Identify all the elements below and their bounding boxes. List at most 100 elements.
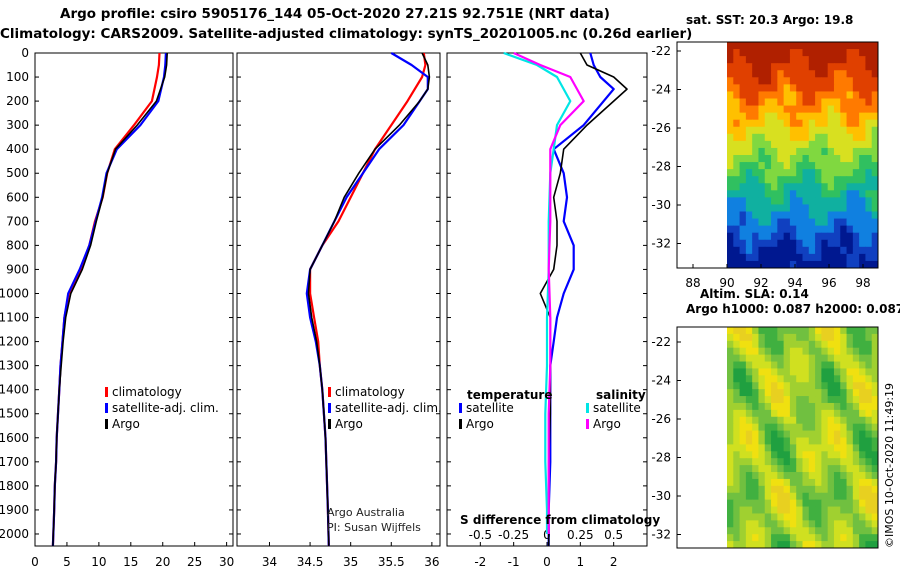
sla-map-cell — [758, 402, 766, 411]
sst-map-cell — [802, 225, 810, 234]
sst-map-cell — [859, 140, 866, 149]
sla-map-cell — [833, 416, 841, 425]
sla-map-cell — [859, 354, 866, 363]
depth-tick-label: 500 — [6, 166, 29, 180]
sla-map-cell — [789, 458, 797, 466]
sla-map-cell — [802, 451, 810, 459]
sst-map-cell — [833, 225, 841, 234]
sla-map-cell — [815, 478, 822, 487]
sla-map-cell — [789, 444, 797, 452]
sst-map-cell — [859, 218, 866, 227]
sla-map-cell — [852, 492, 860, 501]
sla-map-cell — [821, 402, 829, 411]
sst-map-cell — [739, 253, 747, 262]
sst-map-cell — [752, 197, 759, 205]
sst-map-cell — [852, 246, 860, 255]
sla-map-cell — [789, 527, 797, 535]
sst-map-cell — [796, 232, 803, 241]
sst-map-cell — [745, 197, 753, 205]
sst-map-cell — [808, 140, 816, 149]
sst-map-cell — [752, 133, 759, 142]
credit-line2: PI: Susan Wijffels — [327, 521, 421, 534]
sla-map-cell — [802, 520, 810, 528]
sst-map-cell — [796, 176, 803, 184]
sst-map-cell — [808, 84, 816, 92]
temp-line-2 — [52, 52, 168, 547]
sst-map-cell — [777, 147, 785, 156]
sla-map-cell — [789, 492, 797, 501]
legend-title-temperature: temperature — [467, 388, 553, 402]
sst-map-cell — [833, 49, 841, 57]
sla-map-cell — [815, 430, 822, 438]
sla-map-cell — [789, 416, 797, 425]
sst-map-cell — [739, 49, 747, 57]
sst-map-cell — [852, 211, 860, 220]
sst-map-cell — [739, 147, 747, 156]
sst-map-cell — [859, 126, 866, 135]
sla-map-cell — [727, 520, 734, 528]
sst-map-cell — [802, 63, 810, 71]
sst-map-cell — [745, 140, 753, 149]
sla-map-cell — [796, 458, 803, 466]
sla-map-cell — [758, 327, 766, 335]
sst-map-cell — [733, 246, 741, 255]
sla-map-cell — [865, 333, 873, 342]
sla-map-cell — [777, 444, 785, 452]
sla-map-cell — [859, 409, 866, 418]
sst-map-cell — [727, 98, 734, 107]
sla-map-cell — [827, 513, 835, 521]
sla-map-cell — [827, 520, 835, 528]
sla-map-cell — [777, 333, 785, 342]
sst-map-cell — [859, 155, 866, 163]
sst-map-grid — [727, 42, 879, 269]
sla-map-cell — [865, 354, 873, 363]
sla-map-cell — [859, 499, 866, 508]
sla-map-cell — [833, 451, 841, 459]
sst-map-cell — [777, 253, 785, 262]
sla-map-cell — [859, 340, 866, 349]
sst-map-cell — [859, 112, 866, 121]
sst-map-cell — [846, 77, 854, 85]
sst-map-cell — [789, 49, 797, 57]
sla-map-cell — [789, 423, 797, 432]
sla-map-cell — [783, 361, 791, 369]
sst-map-cell — [789, 183, 797, 191]
sst-map-cell — [783, 260, 791, 269]
sst-map-cell — [796, 70, 803, 78]
sst-map-cell — [771, 155, 778, 163]
sla-map-cell — [852, 451, 860, 459]
sla-map-cell — [808, 437, 816, 445]
depth-tick-label: 1900 — [0, 503, 29, 517]
sst-map-cell — [771, 183, 778, 191]
sst-map-cell — [752, 84, 759, 92]
sst-map-cell — [808, 126, 816, 135]
sst-map-cell — [821, 225, 829, 234]
sst-map-cell — [745, 77, 753, 85]
sla-map-cell — [840, 340, 848, 349]
sst-map-cell — [859, 91, 866, 99]
sla-map-cell — [752, 437, 759, 445]
sst-map-cell — [764, 119, 772, 128]
sst-map-cell — [859, 84, 866, 92]
sst-map-cell — [808, 49, 816, 57]
sst-map-cell — [846, 169, 854, 177]
sst-map-cell — [789, 232, 797, 241]
sla-map-cell — [827, 492, 835, 501]
sst-map-cell — [865, 246, 873, 255]
sst-map-cell — [815, 183, 822, 191]
sla-map-cell — [827, 382, 835, 390]
sla-map-cell — [808, 451, 816, 459]
sst-map-cell — [846, 225, 854, 234]
sst-map-cell — [739, 84, 747, 92]
sla-map-cell — [827, 340, 835, 349]
sla-map-cell — [727, 361, 734, 369]
diff-salinity-tick-label: 0.25 — [567, 528, 594, 542]
sst-map-cell — [752, 253, 759, 262]
sst-map-cell — [764, 246, 772, 255]
sst-map-cell — [808, 197, 816, 205]
sla-map-cell — [808, 375, 816, 383]
sst-map-cell — [821, 42, 829, 50]
sla-map-cell — [865, 478, 873, 487]
sla-map-cell — [815, 389, 822, 397]
sst-map-cell — [840, 42, 848, 50]
